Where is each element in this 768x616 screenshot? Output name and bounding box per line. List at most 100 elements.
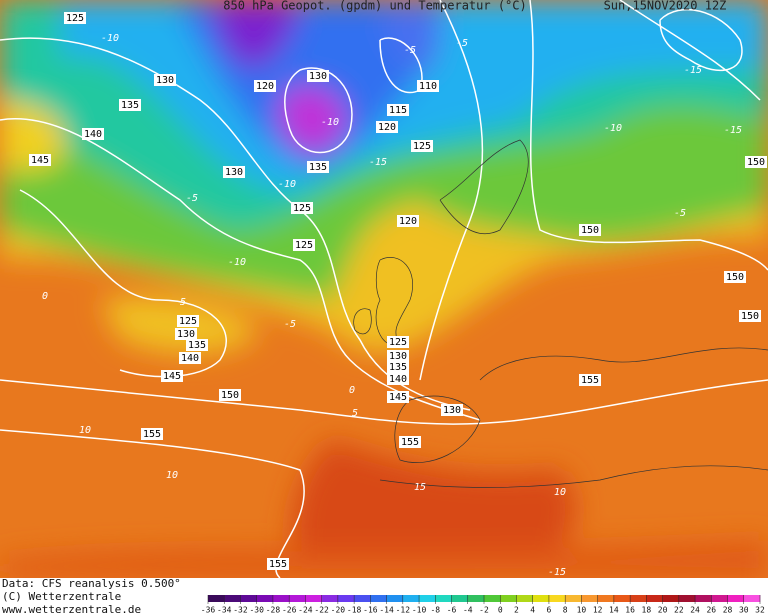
colorbar-segment [208,595,225,602]
colorbar-segment [743,595,761,602]
colorbar-segment [727,595,745,602]
colorbar-segment [516,595,534,602]
geopotential-label-box [29,154,51,166]
colorbar-label: 24 [690,606,700,615]
geopotential-label: 130 [389,351,407,362]
geopotential-label-box [177,315,199,327]
contour-labels: 1251301201301101151351401201251451351301… [29,12,767,578]
temperature-field [0,0,768,578]
colorbar-segment [370,595,387,602]
geopotential-label-box [579,224,601,236]
geopotential-label-box [291,202,313,214]
geopotential-label: 155 [401,437,419,448]
colorbar-label: 8 [563,606,568,615]
colorbar-label: -34 [217,606,232,615]
colorbar-segment [484,595,501,602]
temperature-label: 10 [554,487,566,498]
temperature-label: -15 [724,125,742,136]
colorbar-segment [613,595,631,602]
geopotential-label-box [399,436,421,448]
colorbar-segment [581,595,598,602]
colorbar-segment [435,595,452,602]
geopotential-label: 125 [295,240,313,251]
colorbar-label: 16 [625,606,635,615]
colorbar-label: -16 [363,606,378,615]
geopotential-label-box [387,104,409,116]
geopotential-label: 150 [741,311,759,322]
geopotential-label-box [186,339,208,351]
colorbar: -36 -34 -32 -30 -28 -26 -24 -22 -20 -18 -16 -14 -12-… [201,595,765,615]
geopotential-label-box [387,350,409,362]
geopotential-label-box [175,328,197,340]
colorbar-segment [711,595,728,602]
colorbar-label: -2 [479,606,489,615]
colorbar-label: 26 [706,606,716,615]
geopotential-label-box [179,352,201,364]
data-source: Data: CFS reanalysis 0.500° [2,577,181,590]
colorbar-label: 2 [514,606,519,615]
colorbar-label: -4 [463,606,473,615]
colorbar-label: -8 [430,606,440,615]
geopotential-label: 120 [378,122,396,133]
geopotential-label-box [387,391,409,403]
colorbar-segment [419,595,436,602]
colorbar-label: -14 [379,606,394,615]
colorbar-segment [224,595,241,602]
temperature-label: -15 [369,157,387,168]
colorbar-label: -24 [298,606,313,615]
geopotential-label: 140 [389,374,407,385]
geopotential-label: 125 [413,141,431,152]
colorbar-label: 20 [658,606,668,615]
geopotential-label-box [267,558,289,570]
geopotential-label: 150 [726,272,744,283]
geopotential-label-box [154,74,176,86]
geopotential-label-box [397,215,419,227]
colorbar-label: -20 [331,606,346,615]
geopotential-label-box [64,12,86,24]
geopotential-label-box [387,361,409,373]
colorbar-segment [695,595,712,602]
geopotential-label-box [293,239,315,251]
colorbar-segment [305,595,322,602]
colorbar-segment [597,595,615,602]
colorbar-segment [256,595,274,602]
temperature-label: -10 [101,33,119,44]
colorbar-segment [240,595,258,602]
geopotential-label-box [417,80,439,92]
colorbar-label: 12 [593,606,603,615]
temperature-label: 0 [42,291,48,302]
geopotential-label-box [745,156,767,168]
geopotential-label: 150 [221,390,239,401]
geopotential-label: 140 [84,129,102,140]
geopotential-label: 130 [177,329,195,340]
copyright: (C) Wetterzentrale [2,590,121,603]
colorbar-label: -26 [282,606,297,615]
geopotential-label-box [441,404,463,416]
temperature-label: -5 [456,38,468,49]
geopotential-label-box [387,336,409,348]
colorbar-segment [532,595,550,602]
geopotential-label: 135 [188,340,206,351]
geopotential-label: 120 [399,216,417,227]
geopotential-label-box [141,428,163,440]
colorbar-label: 14 [609,606,619,615]
geopotential-label-box [724,271,746,283]
colorbar-label: 22 [674,606,684,615]
temperature-label: 5 [180,297,186,308]
geopotential-label: 155 [143,429,161,440]
colorbar-label: 0 [498,606,503,615]
colorbar-segment [451,595,469,602]
colorbar-label: -6 [447,606,457,615]
temperature-label: 0 [349,385,355,396]
colorbar-label: -12 [396,606,411,615]
colorbar-segment [548,595,566,602]
geopotential-label: 120 [256,81,274,92]
temperature-label: -15 [684,65,702,76]
geopotential-label: 125 [293,203,311,214]
colorbar-segment [565,595,582,602]
geopotential-contours [0,0,768,578]
colorbar-segment [467,595,485,602]
colorbar-label: -10 [412,606,427,615]
geopotential-label: 135 [121,100,139,111]
geopotential-label-box [376,121,398,133]
